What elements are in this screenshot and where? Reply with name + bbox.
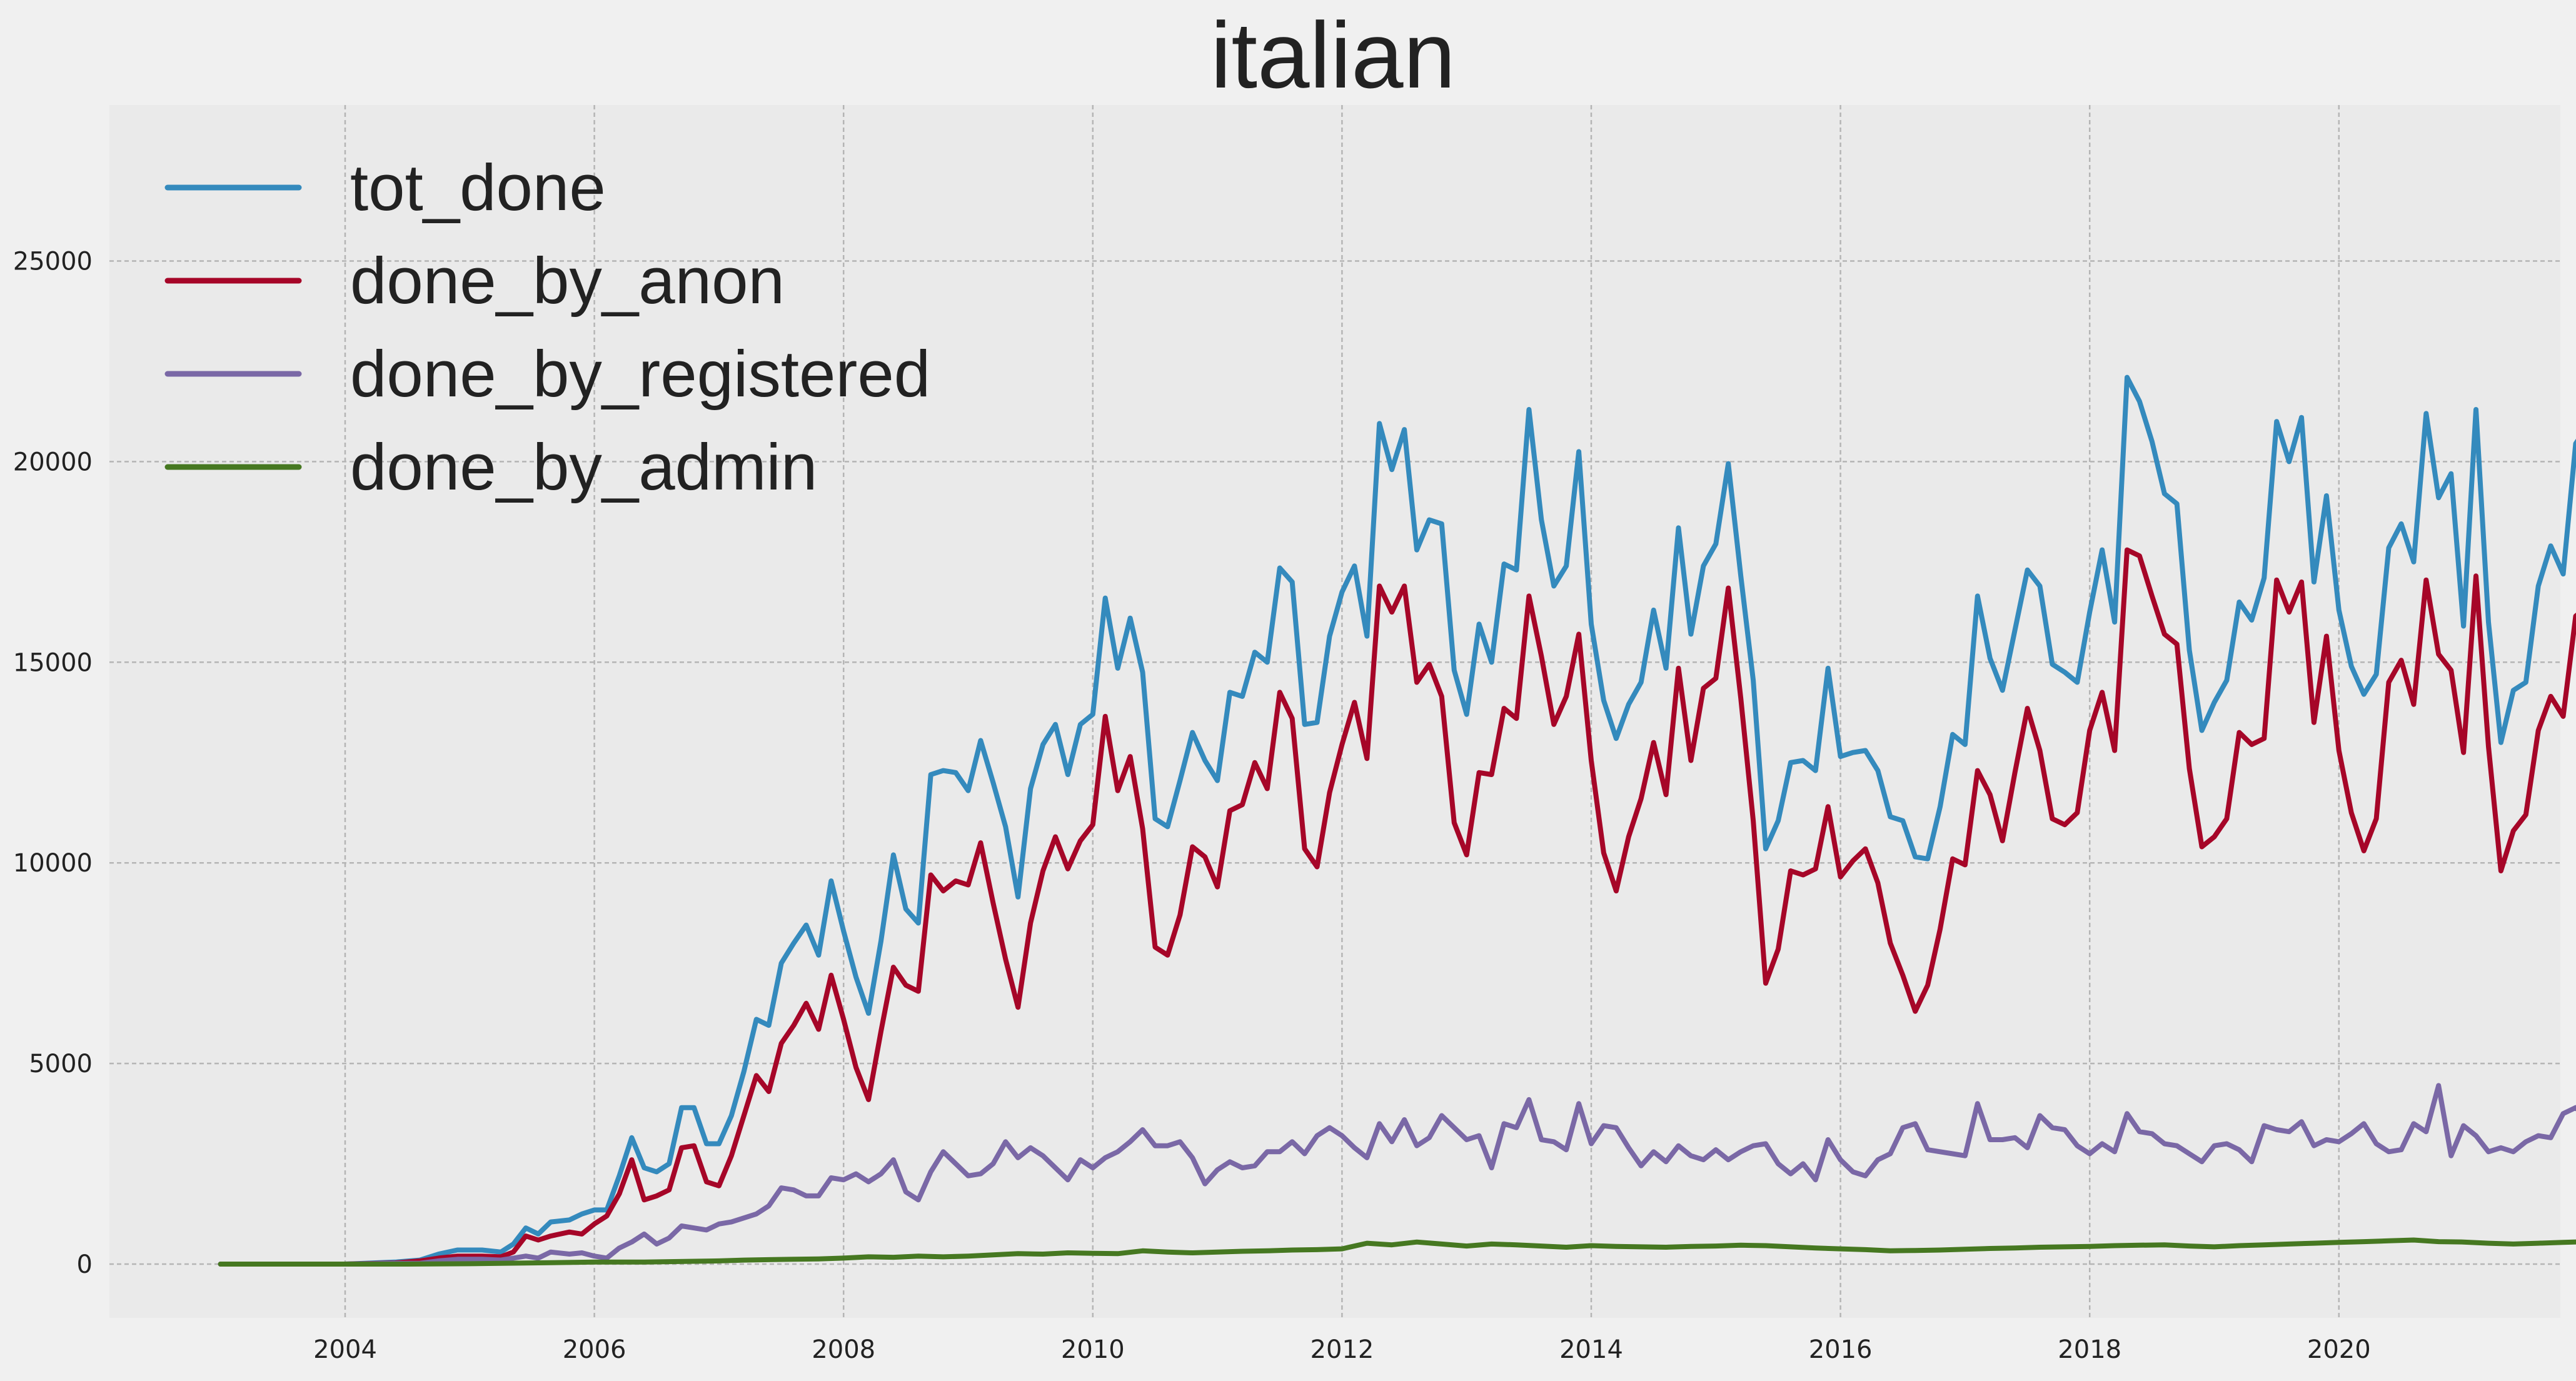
x-tick-label: 2012 (1311, 1335, 1374, 1364)
x-tick-label: 2018 (2058, 1335, 2121, 1364)
tick-labels: 2004 2006 2008 2010 2012 2014 2016 2018 2020 0 500… (13, 248, 2371, 1365)
x-tick-label: 2010 (1061, 1335, 1125, 1364)
y-tick-label: 20000 (13, 448, 93, 476)
series-line-done-by-registered (218, 1083, 2576, 1267)
x-tick-label: 2016 (1809, 1335, 1873, 1364)
legend-label: done_by_anon (350, 244, 785, 318)
y-tick-label: 0 (77, 1250, 93, 1279)
y-tick-label: 25000 (13, 248, 93, 276)
series-line-tot-done (218, 374, 2576, 1267)
series-lines (218, 374, 2576, 1267)
series-line-done-by-admin (218, 1237, 2576, 1267)
x-tick-label: 2020 (2307, 1335, 2371, 1364)
legend-label: tot_done (350, 151, 606, 224)
chart-title: italian (1210, 3, 1456, 108)
y-tick-label: 10000 (13, 849, 93, 878)
legend-label: done_by_registered (350, 338, 930, 411)
x-tick-label: 2006 (563, 1335, 626, 1364)
plot-area (109, 105, 2560, 1318)
legend: tot_done done_by_anon done_by_registereddo… (164, 151, 930, 504)
y-tick-label: 5000 (29, 1050, 93, 1078)
legend-label: done_by_admin (350, 431, 817, 504)
x-tick-label: 2014 (1559, 1335, 1623, 1364)
y-tick-label: 15000 (13, 648, 93, 677)
x-tick-label: 2004 (313, 1335, 377, 1364)
series-line-done-by-anon (218, 547, 2576, 1267)
x-tick-label: 2008 (812, 1335, 875, 1364)
